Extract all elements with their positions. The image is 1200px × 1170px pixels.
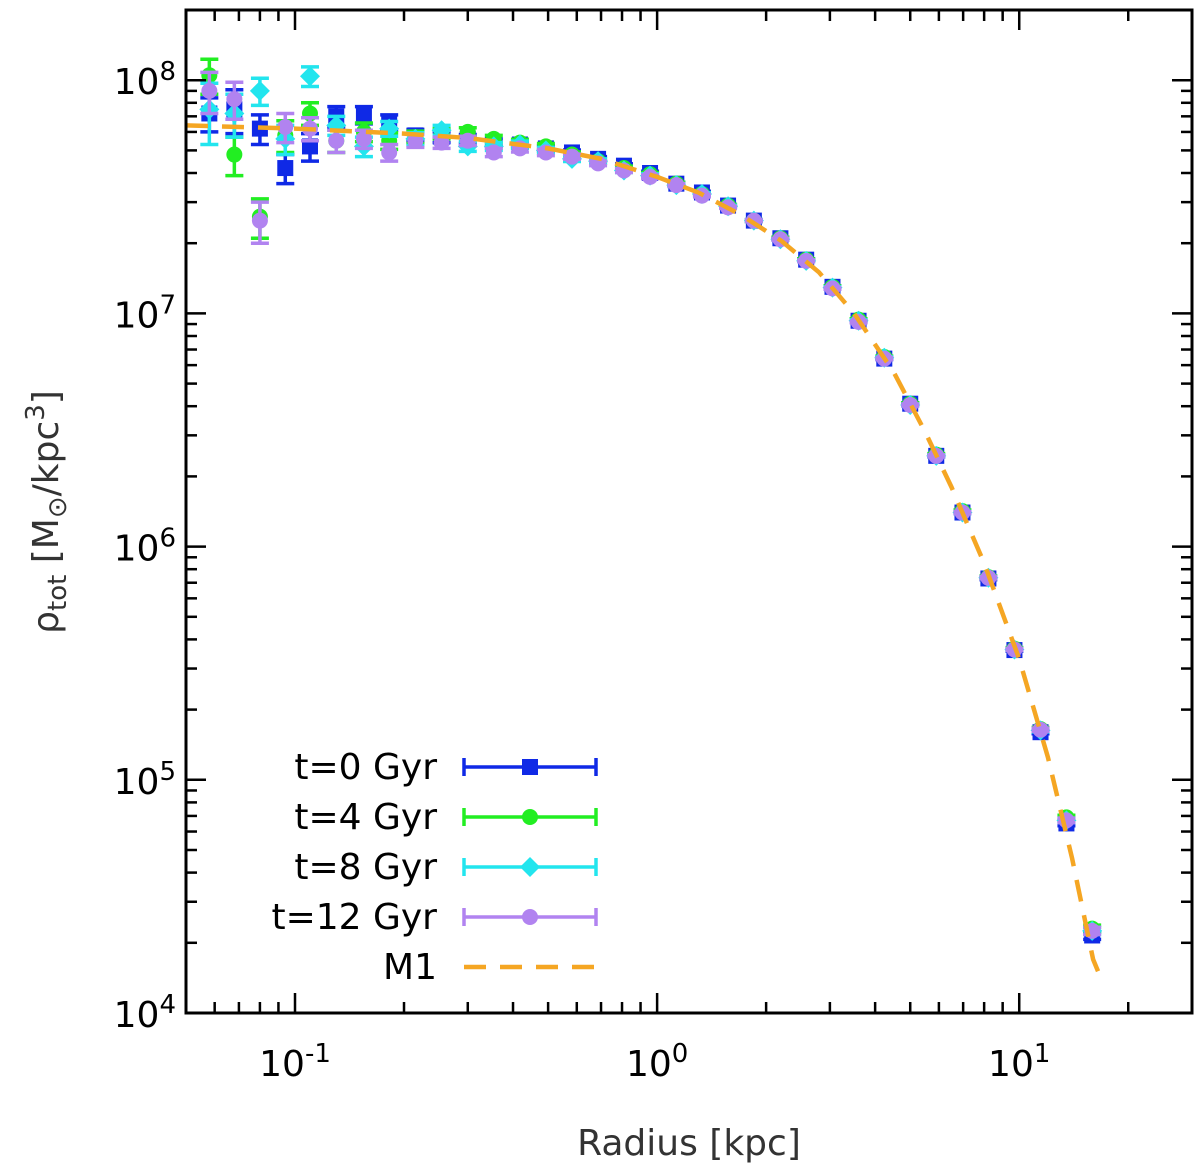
legend-marker: [522, 759, 538, 775]
x-axis-title: Radius [kpc]: [577, 1123, 801, 1164]
y-tick-label: 106: [114, 524, 176, 570]
x-tick-label-base: 10: [259, 1044, 305, 1085]
y-tick-label-exponent: 6: [159, 524, 176, 554]
data-point: [355, 106, 372, 123]
legend-marker: [522, 909, 538, 925]
y-axis-title-sun-symbol: ⊙: [43, 496, 73, 518]
data-point: [277, 160, 294, 177]
data-point: [355, 130, 372, 147]
legend-label: t=8 Gyr: [294, 847, 437, 888]
y-tick-label-exponent: 5: [159, 757, 176, 787]
x-tick-label-exponent: 1: [1034, 1039, 1051, 1069]
legend-label: t=4 Gyr: [294, 797, 437, 838]
y-axis-title-unit-mid: /kpc: [26, 421, 67, 497]
y-axis-title-symbol: ρ: [26, 611, 67, 634]
x-tick-label-base: 10: [988, 1044, 1034, 1085]
y-tick-label-exponent: 7: [159, 290, 176, 320]
y-tick-label-base: 10: [114, 529, 160, 570]
y-tick-label-exponent: 4: [159, 990, 176, 1020]
data-point: [563, 148, 580, 165]
y-axis-title: ρtot [M⊙/kpc3]: [21, 390, 73, 634]
y-tick-label: 108: [114, 57, 176, 103]
model-curve: [185, 123, 1105, 984]
y-axis-title-subscript: tot: [43, 575, 73, 611]
x-tick-label-base: 10: [626, 1044, 672, 1085]
legend-label: t=0 Gyr: [294, 747, 437, 788]
data-point: [459, 132, 476, 149]
legend-marker: [522, 809, 538, 825]
x-tick-label: 10-1: [259, 1039, 331, 1085]
legend-marker: [520, 857, 540, 877]
y-tick-label: 104: [114, 990, 176, 1036]
data-point: [226, 91, 243, 108]
y-tick-label-base: 10: [114, 295, 160, 336]
x-tick-label-exponent: 0: [672, 1039, 689, 1069]
x-tick-label: 101: [988, 1039, 1050, 1085]
data-point: [251, 212, 268, 229]
data-point: [381, 144, 398, 161]
y-tick-label-base: 10: [114, 995, 160, 1036]
y-tick-label-base: 10: [114, 62, 160, 103]
data-point: [485, 144, 502, 161]
y-axis-title-unit-open: [M: [26, 518, 67, 575]
data-point: [201, 82, 218, 99]
y-tick-label-base: 10: [114, 762, 160, 803]
data-point: [226, 146, 243, 163]
y-axis-title-unit-close: ]: [26, 390, 67, 404]
x-tick-label: 100: [626, 1039, 688, 1085]
legend-label: t=12 Gyr: [271, 897, 437, 938]
y-tick-label: 105: [114, 757, 176, 803]
data-point: [249, 80, 270, 101]
data-point: [277, 118, 294, 135]
ticks-layer: [184, 8, 1194, 1015]
data-point: [299, 66, 320, 87]
legend-label: M1: [383, 947, 437, 988]
x-tick-labels: 10-1 100 101: [259, 1039, 1050, 1085]
data-point: [328, 132, 345, 149]
data-point: [668, 177, 685, 194]
plot-frame: [184, 8, 1194, 1015]
y-tick-label: 107: [114, 290, 176, 336]
y-tick-label-exponent: 8: [159, 57, 176, 87]
y-axis-title-superscript: 3: [21, 404, 51, 421]
legend: t=0 Gyr t=4 Gyr t=8 Gyr t=12 Gyr M1: [271, 747, 598, 988]
model-layer: [185, 123, 1105, 984]
x-tick-label-exponent: -1: [305, 1039, 331, 1069]
